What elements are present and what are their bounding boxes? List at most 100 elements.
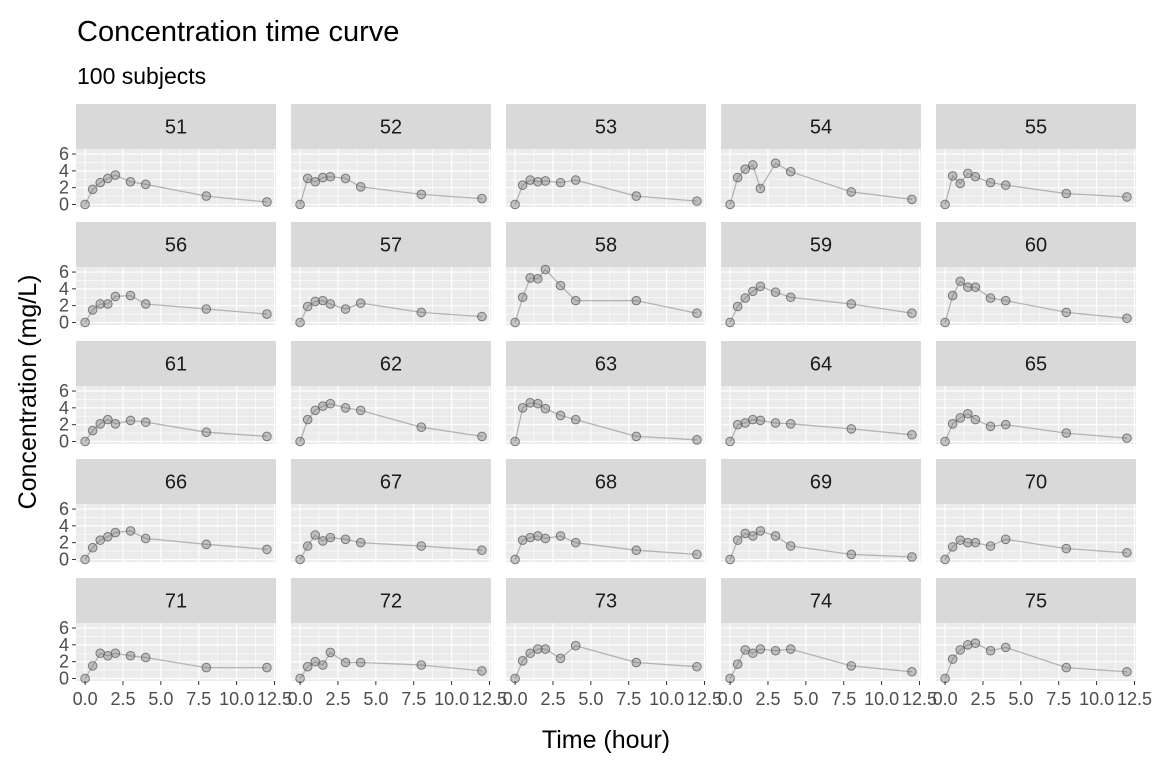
data-point	[846, 549, 857, 560]
series-line	[299, 651, 482, 679]
facet-strip-label: 59	[810, 235, 832, 257]
facet-panel-59: 59	[721, 222, 921, 328]
data-point	[540, 533, 551, 544]
data-point	[1000, 295, 1011, 306]
facet-strip	[721, 222, 921, 267]
series-line	[84, 530, 267, 560]
facet-panel-69: 69	[721, 459, 921, 565]
facet-panel-75: 75 0.0 2.5 5.0 7.5 10.0 12.5	[933, 578, 1152, 709]
y-tick-label: 2	[59, 652, 69, 672]
y-tick-label: 2	[59, 415, 69, 435]
data-point	[907, 308, 917, 319]
data-point	[732, 301, 743, 312]
panel-background	[291, 504, 491, 562]
facet-strip	[76, 104, 276, 149]
facet-strip-label: 52	[380, 117, 402, 139]
x-tick-label: 7.5	[616, 689, 641, 709]
panel-background	[721, 267, 921, 325]
facet-strip-label: 51	[165, 117, 187, 139]
series-line	[729, 530, 912, 560]
series-line	[944, 642, 1127, 679]
data-point	[755, 281, 766, 292]
data-point	[692, 434, 702, 445]
facet-panel-64: 64	[721, 341, 921, 447]
data-point	[325, 532, 336, 543]
data-point	[740, 293, 751, 303]
y-tick-label: 0	[59, 194, 69, 214]
data-point	[770, 531, 781, 541]
data-point	[963, 537, 973, 548]
series-line	[729, 162, 912, 205]
x-tick-label: 7.5	[186, 689, 211, 709]
data-point	[940, 199, 950, 210]
data-point	[770, 645, 781, 656]
y-tick-label: 4	[59, 635, 69, 655]
data-point	[631, 431, 642, 442]
y-tick-label: 6	[59, 262, 69, 282]
series-line	[84, 174, 267, 205]
data-point	[732, 172, 743, 183]
panel-background	[291, 623, 491, 681]
data-point	[295, 317, 305, 328]
facet-strip	[936, 459, 1136, 504]
facet-strip	[76, 341, 276, 386]
data-point	[310, 530, 321, 540]
data-point	[355, 405, 366, 416]
facet-panel-55: 55	[936, 104, 1136, 210]
x-tick-label: 12.5	[687, 689, 722, 709]
x-axis-title: Time (hour)	[542, 726, 670, 754]
x-tick-label: 12.5	[902, 689, 937, 709]
facet-strip	[76, 578, 276, 623]
data-point	[262, 309, 272, 319]
facet-strip-label: 72	[380, 591, 402, 613]
data-point	[770, 418, 781, 428]
data-point	[907, 666, 917, 677]
data-point	[748, 414, 758, 425]
data-point	[785, 541, 796, 551]
data-point	[140, 533, 151, 544]
data-point	[947, 542, 958, 552]
data-point	[517, 656, 528, 666]
data-point	[325, 398, 336, 409]
data-point	[87, 425, 98, 436]
data-point	[80, 436, 90, 447]
data-point	[525, 273, 536, 283]
x-tick-label: 0.0	[933, 689, 958, 709]
facet-strip	[936, 578, 1136, 623]
data-point	[477, 666, 487, 676]
data-point	[510, 317, 520, 328]
facet-strip	[291, 222, 491, 267]
facet-strip	[721, 459, 921, 504]
data-point	[416, 307, 427, 318]
data-point	[262, 197, 272, 207]
data-point	[970, 282, 981, 292]
panel-background	[506, 386, 706, 444]
data-point	[540, 644, 551, 654]
data-point	[318, 660, 328, 670]
facet-strip	[721, 578, 921, 623]
x-tick-label: 7.5	[401, 689, 426, 709]
facet-strip	[721, 104, 921, 149]
data-point	[295, 554, 305, 565]
facet-strip-label: 64	[810, 354, 832, 376]
panel-background	[936, 623, 1136, 681]
data-point	[110, 170, 121, 180]
data-point	[310, 405, 321, 416]
y-tick-label: 6	[59, 499, 69, 519]
facet-panel-58: 58	[506, 222, 706, 328]
series-line	[299, 176, 482, 205]
data-point	[1122, 547, 1132, 558]
facet-strip-label: 60	[1025, 235, 1047, 257]
data-point	[201, 662, 212, 673]
data-point	[1061, 543, 1072, 554]
data-point	[955, 645, 966, 655]
facet-panel-63: 63	[506, 341, 706, 447]
x-tick-label: 5.0	[148, 689, 173, 709]
data-point	[533, 273, 543, 284]
x-tick-label: 2.5	[755, 689, 780, 709]
data-point	[748, 160, 758, 170]
panel-background	[721, 149, 921, 207]
series-line	[514, 644, 697, 679]
data-point	[262, 544, 272, 555]
